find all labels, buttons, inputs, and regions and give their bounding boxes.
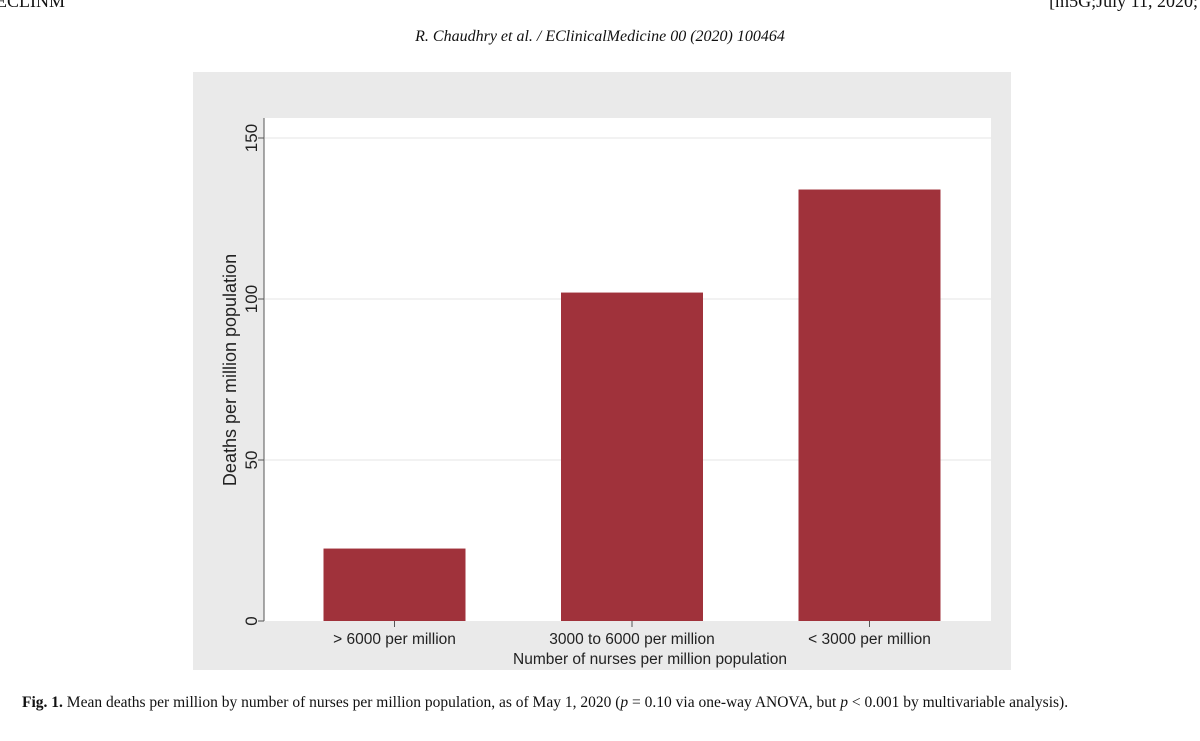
bar xyxy=(561,292,703,621)
caption-text-1: Mean deaths per million by number of nur… xyxy=(62,694,621,711)
running-head: R. Chaudhry et al. / EClinicalMedicine 0… xyxy=(415,28,785,45)
x-axis-labels: > 6000 per million 3000 to 6000 per milli… xyxy=(333,621,931,648)
version-stamp: [m5G;July 11, 2020; xyxy=(1049,0,1198,11)
x-tick-label: > 6000 per million xyxy=(333,631,456,648)
bar xyxy=(323,548,466,621)
y-axis-title: Deaths per million population xyxy=(220,254,240,486)
caption-text-2: = 0.10 via one-way ANOVA, but xyxy=(628,694,841,711)
x-tick-label: < 3000 per million xyxy=(808,631,931,648)
y-tick-label: 150 xyxy=(242,124,261,152)
figure-caption: Fig. 1. Mean deaths per million by numbe… xyxy=(22,694,1192,712)
y-tick-label: 0 xyxy=(242,616,261,625)
bar xyxy=(798,189,941,621)
caption-p-symbol: p xyxy=(620,694,629,711)
y-axis: 0 50 100 150 xyxy=(242,118,265,626)
journal-abbrev: ECLINM xyxy=(0,0,65,11)
x-axis-title: Number of nurses per million population xyxy=(513,651,787,668)
x-tick-label: 3000 to 6000 per million xyxy=(549,631,714,648)
bars xyxy=(323,189,941,621)
caption-text-3: < 0.001 by multivariable analysis). xyxy=(847,694,1069,711)
caption-label: Fig. 1. xyxy=(22,694,63,711)
y-tick-label: 50 xyxy=(242,451,261,470)
caption-p-symbol: p xyxy=(840,694,848,711)
y-tick-label: 100 xyxy=(242,285,261,313)
